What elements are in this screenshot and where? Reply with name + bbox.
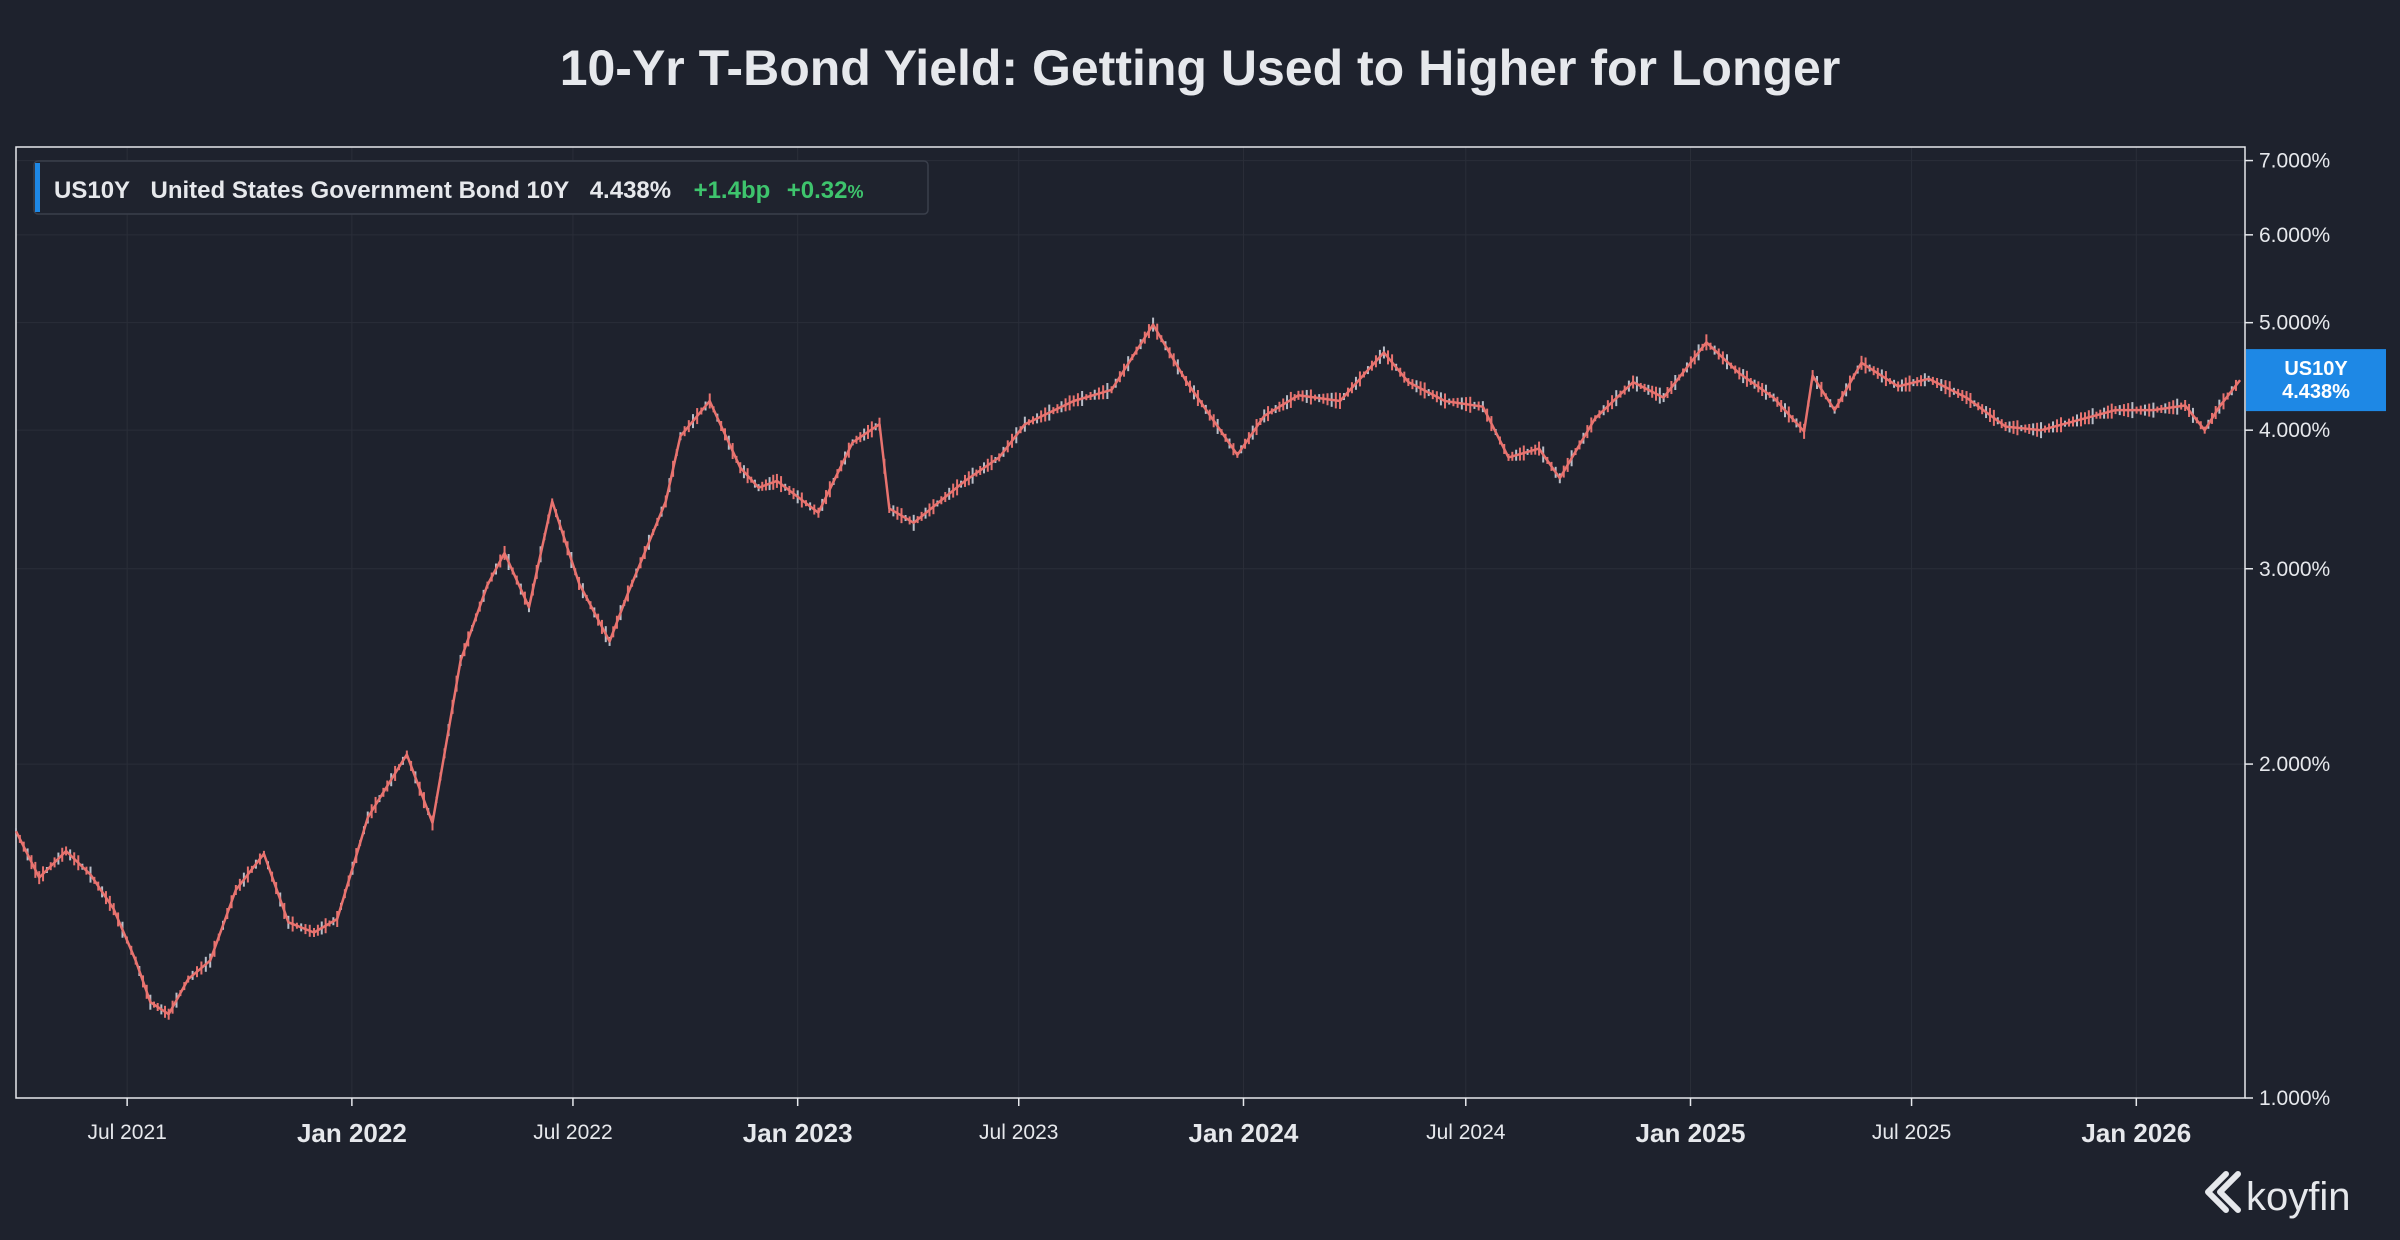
x-tick-label: Jan 2022 xyxy=(297,1118,407,1148)
legend-change-bp: +1.4bp xyxy=(694,177,771,204)
series-line xyxy=(14,323,2242,1016)
last-value-tag-box xyxy=(2246,349,2386,412)
legend-change-pct-sign: % xyxy=(847,182,863,202)
y-tick-label: 7.000% xyxy=(2259,150,2330,173)
koyfin-wordmark: koyfin xyxy=(2246,1175,2351,1219)
x-tick-label: Jul 2022 xyxy=(533,1121,612,1144)
x-tick-label: Jul 2024 xyxy=(1426,1121,1506,1144)
legend-row: US10Y United States Government Bond 10Y … xyxy=(54,177,863,204)
series-us10y xyxy=(14,317,2242,1020)
legend-accent xyxy=(35,163,40,212)
y-tick-label: 1.000% xyxy=(2259,1087,2330,1110)
x-axis: Jul 2021 Jan 2022 Jul 2022 Jan 2023 Jul 2023… xyxy=(87,1098,2191,1148)
y-tick-label: 2.000% xyxy=(2259,753,2330,776)
x-tick-label: Jul 2023 xyxy=(979,1121,1058,1144)
plot-frame xyxy=(15,146,2246,1099)
x-tick-label: Jan 2026 xyxy=(2081,1118,2191,1148)
koyfin-logo: koyfin xyxy=(2205,1171,2351,1219)
legend-change-pct: +0.32 xyxy=(787,177,848,204)
x-tick-label: Jul 2021 xyxy=(87,1121,166,1144)
chart-title: 10-Yr T-Bond Yield: Getting Used to High… xyxy=(560,40,1841,96)
legend-symbol: US10Y xyxy=(54,177,130,204)
legend-name: United States Government Bond 10Y xyxy=(151,177,570,204)
grid xyxy=(16,147,2245,1099)
last-value-tag-value: 4.438% xyxy=(2282,381,2350,403)
last-value-tag-symbol: US10Y xyxy=(2284,358,2348,380)
y-axis: 7.000% 6.000% 5.000% 4.000% 3.000% 2.000% 1.00… xyxy=(2245,150,2330,1110)
x-tick-label: Jan 2025 xyxy=(1636,1118,1746,1148)
x-tick-label: Jul 2025 xyxy=(1872,1121,1951,1144)
y-tick-label: 4.000% xyxy=(2259,419,2330,442)
y-tick-label: 6.000% xyxy=(2259,224,2330,247)
koyfin-mark-icon xyxy=(2205,1171,2241,1213)
last-value-tag: US10Y 4.438% xyxy=(2246,349,2386,412)
legend: US10Y United States Government Bond 10Y … xyxy=(33,160,929,215)
x-tick-label: Jan 2023 xyxy=(743,1118,853,1148)
legend-box xyxy=(33,160,929,215)
y-tick-label: 5.000% xyxy=(2259,312,2330,335)
legend-value: 4.438% xyxy=(590,177,671,204)
y-tick-label: 3.000% xyxy=(2259,558,2330,581)
x-tick-label: Jan 2024 xyxy=(1189,1118,1299,1148)
